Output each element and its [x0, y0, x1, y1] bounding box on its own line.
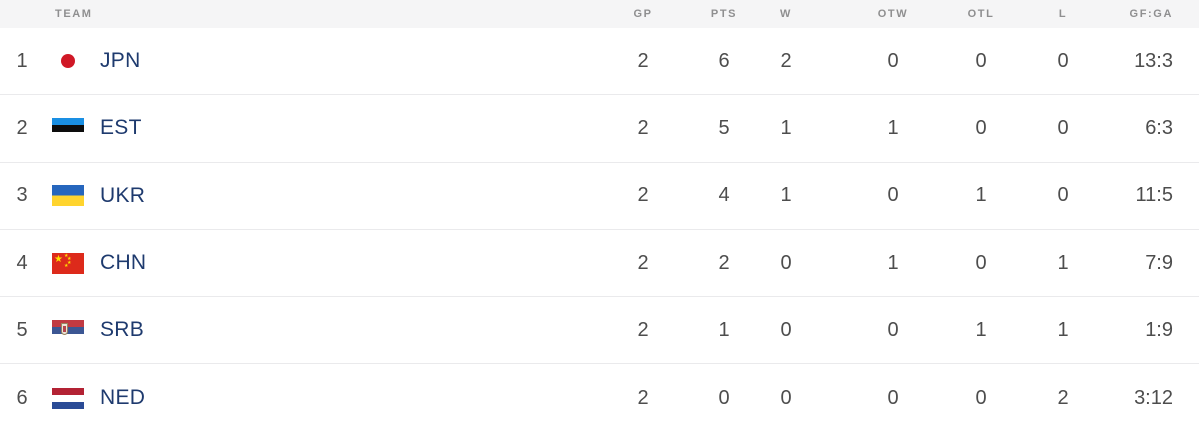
- pts-value: 5: [718, 116, 730, 139]
- star-icon: ★: [54, 253, 63, 265]
- otw-value: 1: [887, 251, 899, 274]
- otw-value: 1: [887, 116, 899, 139]
- w-value: 0: [780, 318, 792, 341]
- ukraine-flag-icon: [52, 185, 84, 207]
- pts-value: 1: [718, 318, 730, 341]
- gp-value: 2: [637, 386, 649, 409]
- otl-value: 1: [975, 318, 987, 341]
- star-icon: ★: [67, 259, 72, 266]
- pts-value: 2: [718, 251, 730, 274]
- star-icon: ★: [67, 255, 72, 262]
- netherlands-flag-icon: [52, 387, 84, 409]
- pts-value: 4: [718, 184, 730, 207]
- team-link-est[interactable]: EST: [100, 116, 142, 140]
- table-row-jpn[interactable]: 1 JPN 2 6 2 0 0 0 13:3: [0, 28, 1199, 96]
- w-value: 0: [780, 251, 792, 274]
- team-link-jpn[interactable]: JPN: [100, 49, 141, 73]
- otl-value: 0: [975, 49, 987, 72]
- col-header-l: L: [1058, 8, 1068, 20]
- team-link-srb[interactable]: SRB: [100, 318, 145, 342]
- w-value: 2: [780, 49, 792, 72]
- l-value: 1: [1057, 318, 1069, 341]
- team-link-ukr[interactable]: UKR: [100, 183, 146, 207]
- gp-value: 2: [637, 184, 649, 207]
- gfga-value: 13:3: [1134, 49, 1173, 72]
- col-header-otl: OTL: [967, 8, 995, 20]
- w-value: 1: [780, 116, 792, 139]
- gp-value: 2: [637, 318, 649, 341]
- l-value: 0: [1057, 116, 1069, 139]
- col-header-gp: GP: [633, 8, 653, 20]
- rank-value: 1: [16, 49, 28, 72]
- gfga-value: 7:9: [1145, 251, 1173, 274]
- pts-value: 0: [718, 386, 730, 409]
- table-row-ned[interactable]: 6 NED 2 0 0 0 0 2 3:12: [0, 364, 1199, 421]
- table-header-row: TEAM GP PTS W OTW OTL L GF:GA: [0, 0, 1199, 28]
- team-link-ned[interactable]: NED: [100, 386, 146, 410]
- table-row-est[interactable]: 2 EST 2 5 1 1 0 0 6:3: [0, 95, 1199, 163]
- table-row-chn[interactable]: 4 ★ ★ ★ ★ ★ CHN 2 2 0 1 0 1 7:9: [0, 229, 1199, 298]
- col-header-otw: OTW: [877, 8, 909, 20]
- gfga-value: 1:9: [1145, 318, 1173, 341]
- l-value: 0: [1057, 49, 1069, 72]
- otl-value: 0: [975, 386, 987, 409]
- rank-value: 2: [16, 116, 28, 139]
- japan-flag-disc: [61, 54, 75, 69]
- gp-value: 2: [637, 116, 649, 139]
- gfga-value: 6:3: [1145, 116, 1173, 139]
- pts-value: 6: [718, 49, 730, 72]
- w-value: 1: [780, 184, 792, 207]
- w-value: 0: [780, 386, 792, 409]
- otl-value: 0: [975, 251, 987, 274]
- serbia-coat-of-arms: [61, 322, 68, 335]
- china-flag-icon: ★ ★ ★ ★ ★: [52, 252, 84, 274]
- star-icon: ★: [64, 252, 69, 259]
- rank-value: 4: [16, 251, 28, 274]
- gfga-value: 3:12: [1134, 386, 1173, 409]
- l-value: 0: [1057, 184, 1069, 207]
- col-header-w: W: [780, 8, 792, 20]
- l-value: 1: [1057, 251, 1069, 274]
- otw-value: 0: [887, 184, 899, 207]
- star-icon: ★: [64, 262, 69, 269]
- otl-value: 1: [975, 184, 987, 207]
- rank-value: 6: [16, 386, 28, 409]
- col-header-gfga: GF:GA: [1129, 8, 1173, 20]
- col-header-team: TEAM: [55, 8, 93, 20]
- col-header-pts: PTS: [710, 8, 738, 20]
- serbia-flag-icon: [52, 319, 84, 341]
- gfga-value: 11:5: [1135, 184, 1173, 207]
- estonia-flag-icon: [52, 117, 84, 139]
- gp-value: 2: [637, 49, 649, 72]
- rank-value: 3: [16, 184, 28, 207]
- table-row-srb[interactable]: 5 SRB 2 1 0 0 1 1 1:9: [0, 297, 1199, 365]
- otw-value: 0: [887, 49, 899, 72]
- rank-value: 5: [16, 318, 28, 341]
- gp-value: 2: [637, 251, 649, 274]
- otw-value: 0: [887, 318, 899, 341]
- japan-flag-icon: [52, 50, 84, 72]
- table-row-ukr[interactable]: 3 UKR 2 4 1 0 1 0 11:5: [0, 162, 1199, 230]
- l-value: 2: [1057, 386, 1069, 409]
- team-link-chn[interactable]: CHN: [100, 251, 147, 275]
- otl-value: 0: [975, 116, 987, 139]
- otw-value: 0: [887, 386, 899, 409]
